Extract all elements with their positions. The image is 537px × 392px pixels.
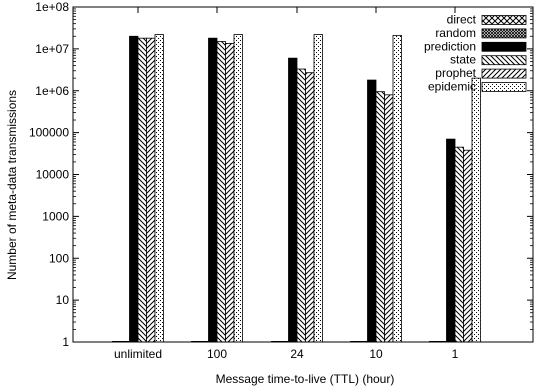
bar-prediction-24	[288, 57, 298, 343]
legend-label-state: state	[450, 53, 476, 67]
bar-prophet-100	[225, 43, 235, 343]
bar-prophet-24	[305, 72, 315, 343]
x-tick-label: 10	[369, 347, 383, 361]
bar-epidemic-1	[471, 77, 481, 343]
bar-state-unlimited	[137, 37, 147, 343]
legend-swatch-prophet	[481, 68, 527, 79]
y-tick-label: 100000	[29, 126, 69, 140]
x-tick-label: 1	[452, 347, 459, 361]
legend-label-random: random	[435, 26, 476, 40]
x-tick-label: 24	[290, 347, 304, 361]
y-tick-label: 1e+08	[35, 0, 69, 14]
legend-swatch-direct	[481, 15, 527, 25]
bar-epidemic-10	[392, 34, 402, 343]
legend: directrandompredictionstateprophetepidem…	[424, 13, 527, 94]
axes-layer: 1 10 100 1000 10000 100000 1e+06 1e+07 1e+08 unli…	[29, 0, 534, 361]
bar-epidemic-unlimited	[154, 34, 164, 343]
bars-layer	[112, 34, 481, 343]
x-tick-label: unlimited	[114, 347, 162, 361]
y-tick-label: 1e+07	[35, 42, 69, 56]
legend-label-prediction: prediction	[424, 39, 476, 53]
legend-label-direct: direct	[447, 13, 477, 27]
legend-label-epidemic: epidemic	[428, 80, 476, 94]
bar-state-100	[216, 41, 226, 343]
x-tick-label: 100	[207, 347, 227, 361]
y-tick-label: 1e+06	[35, 84, 69, 98]
y-tick-label: 10000	[36, 168, 70, 182]
bar-state-1	[454, 146, 464, 343]
x-axis-label: Message time-to-live (TTL) (hour)	[216, 372, 395, 386]
bar-epidemic-24	[313, 34, 323, 343]
legend-label-prophet: prophet	[435, 66, 476, 80]
y-axis-label: Number of meta-data transmissions	[5, 90, 19, 280]
y-tick-label: 100	[49, 251, 69, 265]
legend-swatch-epidemic	[481, 82, 527, 92]
bar-prophet-10	[384, 94, 394, 343]
y-tick-label: 1000	[42, 209, 69, 223]
bar-prophet-unlimited	[146, 37, 156, 343]
bar-state-10	[375, 91, 385, 343]
bar-prediction-1	[446, 138, 456, 343]
legend-swatch-prediction	[481, 41, 527, 52]
bar-prediction-100	[208, 37, 218, 343]
legend-swatch-random	[481, 28, 527, 39]
bar-prophet-1	[463, 149, 473, 343]
y-tick-label: 10	[56, 293, 70, 307]
legend-swatch-state	[481, 55, 527, 66]
bar-epidemic-100	[233, 34, 243, 343]
y-tick-label: 1	[62, 335, 69, 349]
bar-state-24	[296, 68, 306, 343]
bar-prediction-unlimited	[129, 35, 139, 343]
bar-prediction-10	[367, 79, 377, 343]
